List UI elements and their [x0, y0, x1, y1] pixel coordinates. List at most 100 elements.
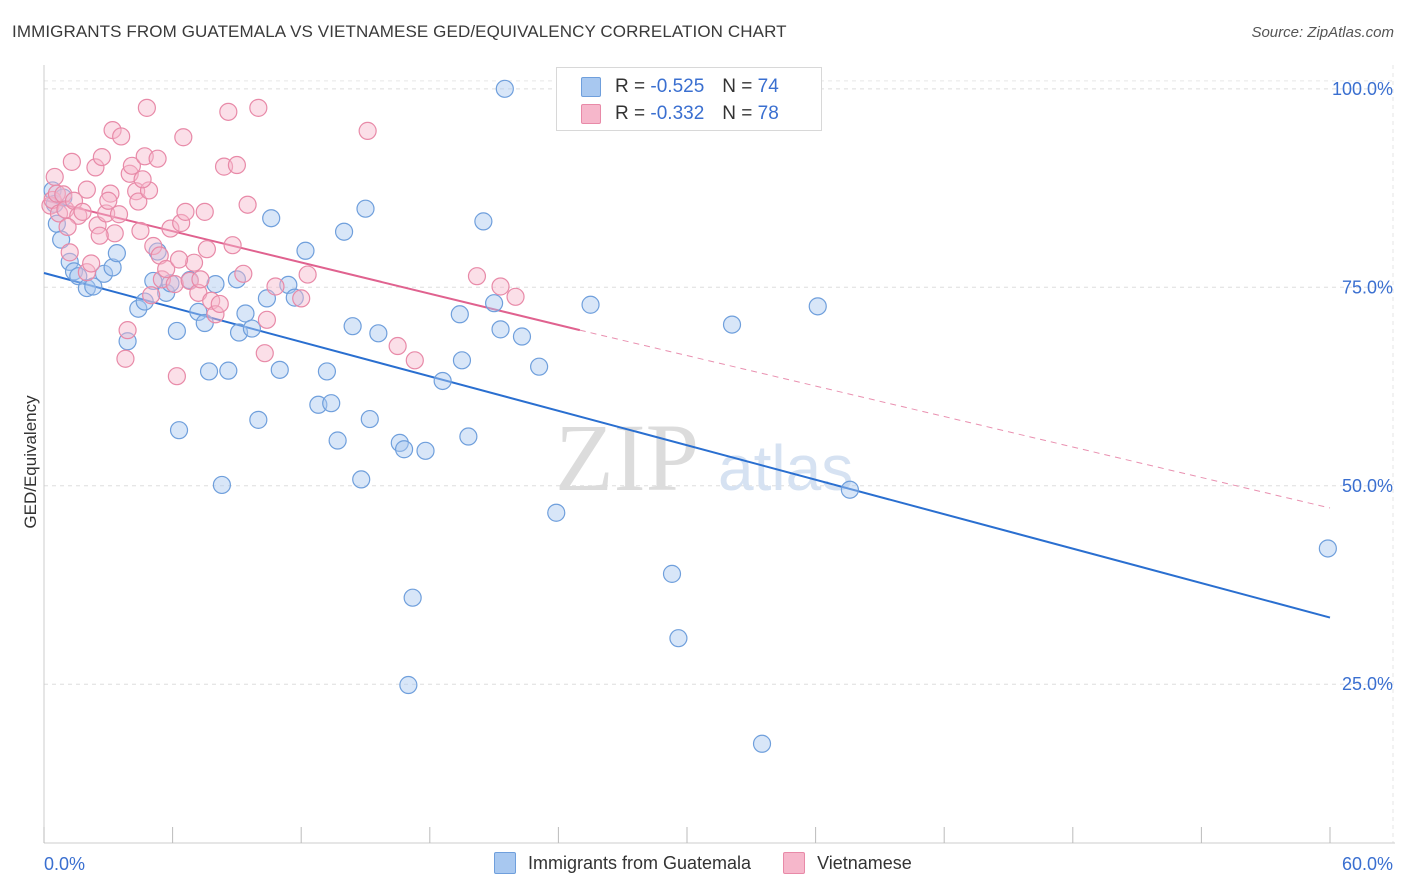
stats-legend: R = -0.525 N = 74 R = -0.332 N = 78	[556, 67, 822, 131]
point-guatemala	[77, 278, 96, 298]
point-vietnamese	[176, 202, 195, 221]
point-vietnamese	[165, 275, 184, 294]
point-guatemala	[433, 371, 452, 391]
point-vietnamese	[238, 195, 257, 214]
point-vietnamese	[210, 294, 229, 314]
point-vietnamese	[86, 158, 105, 177]
point-guatemala	[322, 394, 341, 413]
point-guatemala	[1318, 539, 1337, 558]
point-vietnamese	[191, 270, 210, 289]
legend-label-vietnamese: Vietnamese	[817, 852, 912, 873]
point-guatemala	[581, 295, 600, 314]
trend-lines	[43, 198, 1331, 619]
point-guatemala	[270, 360, 289, 379]
point-guatemala	[394, 440, 414, 459]
y-tick-label: 50.0%	[1342, 476, 1393, 496]
point-vietnamese	[99, 191, 118, 210]
point-guatemala	[403, 588, 422, 607]
point-vietnamese	[133, 170, 152, 189]
source-label: Source: ZipAtlas.com	[1251, 24, 1394, 41]
tick-labels: 25.0% 50.0% 75.0% 100.0% 0.0% 60.0%	[44, 79, 1393, 874]
point-vietnamese	[118, 321, 137, 340]
point-guatemala	[399, 675, 418, 695]
point-vietnamese	[298, 265, 317, 284]
point-vietnamese	[139, 181, 159, 200]
trend-line-guatemala	[43, 272, 1331, 619]
point-guatemala	[60, 252, 79, 271]
legend-n-label: N =	[722, 103, 753, 124]
x-tick-label-end: 60.0%	[1342, 854, 1393, 874]
point-vietnamese	[105, 224, 124, 243]
point-vietnamese	[174, 128, 193, 147]
legend-r-label: R =	[615, 103, 646, 124]
trend-line-vietnamese	[43, 198, 581, 332]
point-guatemala	[249, 410, 268, 429]
point-vietnamese	[54, 185, 73, 204]
point-vietnamese	[82, 254, 101, 273]
point-guatemala	[808, 297, 827, 316]
point-vietnamese	[58, 217, 77, 237]
point-guatemala	[491, 320, 510, 339]
point-guatemala	[103, 258, 122, 277]
point-vietnamese	[388, 336, 407, 356]
point-guatemala	[360, 409, 379, 429]
point-guatemala	[369, 324, 388, 343]
legend-r-value: -0.525	[650, 76, 705, 97]
point-guatemala	[343, 317, 362, 336]
point-vietnamese	[292, 289, 311, 308]
chart-title: IMMIGRANTS FROM GUATEMALA VS VIETNAMESE …	[12, 22, 787, 41]
point-vietnamese	[101, 184, 120, 203]
legend-item-guatemala: Immigrants from Guatemala	[494, 852, 751, 874]
legend-row-vietnamese: R = -0.332 N = 78	[581, 102, 779, 126]
point-guatemala	[129, 299, 148, 318]
point-guatemala	[262, 209, 281, 228]
point-guatemala	[474, 212, 493, 231]
x-tick-label-start: 0.0%	[44, 854, 85, 874]
watermark-atlas: atlas	[718, 432, 853, 504]
point-vietnamese	[161, 219, 180, 238]
point-vietnamese	[358, 121, 377, 140]
point-vietnamese	[60, 243, 79, 262]
point-vietnamese	[45, 167, 64, 187]
axes	[43, 65, 1395, 844]
point-guatemala	[450, 305, 469, 324]
point-guatemala	[169, 421, 189, 440]
legend-r-label: R =	[615, 76, 646, 97]
point-vietnamese	[129, 192, 148, 211]
point-guatemala	[317, 362, 337, 381]
y-axis-label: GED/Equivalency	[21, 395, 40, 529]
point-vietnamese	[122, 156, 141, 175]
legend-swatch-vietnamese	[783, 852, 806, 874]
legend-swatch-vietnamese	[581, 104, 601, 124]
legend-item-vietnamese: Vietnamese	[783, 852, 912, 874]
legend-r-value: -0.332	[650, 103, 705, 124]
legend-row-guatemala: R = -0.525 N = 74	[581, 75, 779, 99]
y-tick-label: 100.0%	[1332, 79, 1393, 99]
point-vietnamese	[157, 259, 176, 279]
point-vietnamese	[90, 226, 109, 245]
legend-n-value: 74	[757, 76, 779, 97]
point-guatemala	[752, 734, 772, 753]
point-vietnamese	[219, 102, 238, 121]
point-vietnamese	[195, 202, 214, 221]
legend-n-label: N =	[722, 76, 753, 97]
point-vietnamese	[77, 180, 96, 199]
y-tick-label: 75.0%	[1342, 277, 1393, 297]
point-guatemala	[242, 319, 262, 338]
point-guatemala	[212, 475, 231, 495]
point-guatemala	[485, 294, 504, 313]
point-vietnamese	[172, 213, 191, 233]
point-vietnamese	[249, 98, 268, 117]
point-guatemala	[328, 431, 347, 450]
point-guatemala	[352, 470, 371, 489]
legend-swatch-guatemala	[494, 852, 516, 874]
watermark: ZIP atlas	[555, 404, 853, 511]
point-guatemala	[285, 288, 304, 307]
point-vietnamese	[142, 286, 161, 305]
point-guatemala	[356, 199, 375, 218]
point-vietnamese	[405, 351, 424, 370]
legend-label-guatemala: Immigrants from Guatemala	[528, 852, 752, 873]
point-vietnamese	[167, 367, 186, 386]
point-vietnamese	[491, 277, 510, 296]
point-guatemala	[459, 427, 478, 446]
